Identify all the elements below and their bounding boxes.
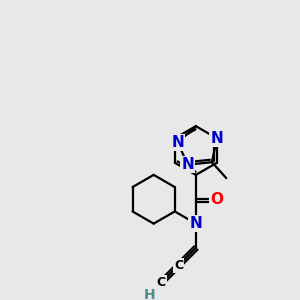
Text: N: N bbox=[211, 131, 224, 146]
Text: C: C bbox=[174, 259, 183, 272]
Text: O: O bbox=[210, 192, 223, 207]
Text: N: N bbox=[181, 157, 194, 172]
Text: N: N bbox=[171, 135, 184, 150]
Text: N: N bbox=[190, 216, 202, 231]
Text: H: H bbox=[143, 287, 155, 300]
Text: C: C bbox=[157, 276, 166, 289]
